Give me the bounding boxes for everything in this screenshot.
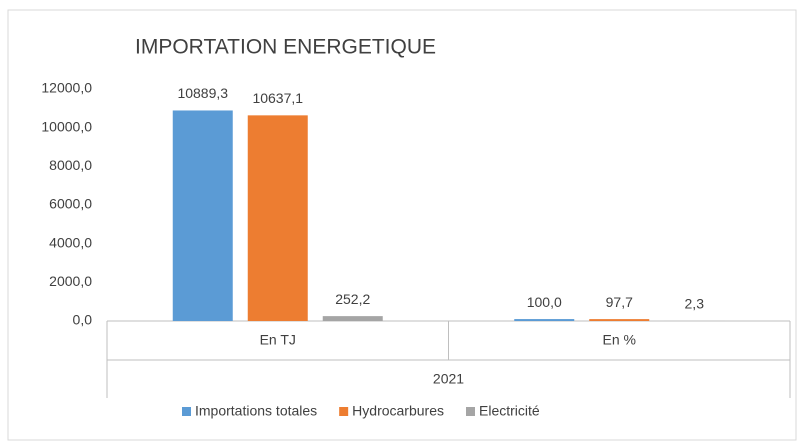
legend-swatch bbox=[466, 407, 475, 416]
y-tick-label: 2000,0 bbox=[49, 273, 92, 289]
legend-label: Electricité bbox=[479, 403, 540, 419]
bar bbox=[172, 110, 233, 321]
legend-swatch bbox=[182, 407, 191, 416]
x-tick-label: En % bbox=[603, 332, 636, 348]
legend-label: Hydrocarbures bbox=[352, 403, 444, 419]
data-label: 100,0 bbox=[527, 294, 562, 310]
x-tick-label: En TJ bbox=[260, 332, 296, 348]
y-tick-label: 12000,0 bbox=[41, 80, 92, 96]
group-label: 2021 bbox=[433, 371, 464, 387]
data-label: 10637,1 bbox=[252, 90, 303, 106]
y-tick-label: 6000,0 bbox=[49, 196, 92, 212]
y-tick-label: 10000,0 bbox=[41, 118, 92, 134]
bar bbox=[589, 319, 650, 321]
y-tick-label: 0,0 bbox=[73, 312, 93, 328]
chart-title: IMPORTATION ENERGETIQUE bbox=[135, 36, 436, 59]
bar bbox=[322, 316, 383, 321]
y-tick-label: 8000,0 bbox=[49, 157, 92, 173]
data-label: 10889,3 bbox=[177, 85, 228, 101]
legend-label: Importations totales bbox=[195, 403, 317, 419]
y-tick-label: 4000,0 bbox=[49, 234, 92, 250]
data-label: 2,3 bbox=[685, 296, 705, 312]
bar bbox=[514, 319, 575, 321]
legend-swatch bbox=[339, 407, 349, 416]
data-label: 252,2 bbox=[335, 291, 370, 307]
chart-frame bbox=[7, 9, 797, 441]
bar bbox=[247, 115, 308, 322]
data-label: 97,7 bbox=[606, 294, 633, 310]
